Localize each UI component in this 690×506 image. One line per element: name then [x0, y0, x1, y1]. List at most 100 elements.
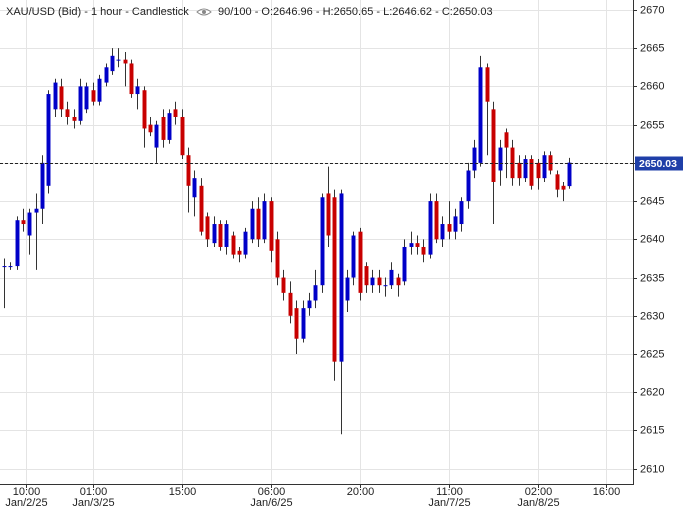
candle-body — [345, 277, 350, 301]
candle-body — [212, 224, 217, 244]
x-tick-label: 10:00 — [13, 486, 41, 498]
x-date-label: Jan/7/25 — [428, 497, 470, 506]
candle-body — [339, 193, 344, 362]
candle-body — [421, 246, 426, 255]
candle-body — [180, 116, 185, 156]
x-tick-label: 20:00 — [347, 486, 375, 498]
candle-body — [186, 155, 191, 186]
candle-body — [173, 109, 178, 117]
candle-body — [301, 308, 306, 339]
candles — [2, 48, 572, 435]
candle-body — [269, 201, 274, 251]
last-price-label: 2650.03 — [639, 158, 677, 170]
y-tick-label: 2670 — [640, 4, 664, 16]
x-date-label: Jan/2/25 — [5, 497, 47, 506]
candle-body — [8, 266, 13, 268]
candle-body — [15, 220, 20, 267]
candle-body — [307, 300, 312, 309]
y-tick-label: 2645 — [640, 195, 664, 207]
candle-body — [148, 124, 153, 133]
candle-body — [529, 159, 534, 186]
x-tick-label: 11:00 — [436, 486, 463, 498]
y-tick-label: 2610 — [640, 463, 664, 475]
candle-body — [116, 59, 121, 61]
candle-body — [91, 90, 96, 102]
x-tick-label: 01:00 — [80, 486, 108, 498]
candle-body — [275, 239, 280, 278]
candle-body — [294, 308, 299, 339]
y-tick-label: 2615 — [640, 424, 664, 436]
y-tick-label: 2655 — [640, 119, 664, 131]
candle-body — [358, 231, 363, 293]
candle-body — [510, 147, 515, 179]
candle-body — [428, 201, 433, 255]
candle-body — [377, 277, 382, 286]
candle-body — [237, 250, 242, 255]
candle-body — [142, 90, 147, 129]
x-date-label: Jan/8/25 — [517, 497, 559, 506]
candle-body — [2, 266, 7, 268]
candle-body — [453, 216, 458, 232]
candle-body — [364, 266, 369, 286]
x-tick-label: 02:00 — [525, 486, 553, 498]
candle-body — [243, 231, 248, 255]
candle-body — [27, 212, 32, 236]
candle-body — [485, 67, 490, 102]
candle-body — [548, 155, 553, 171]
candle-body — [46, 94, 51, 186]
x-tick-label: 06:00 — [258, 486, 286, 498]
candle-body — [250, 208, 255, 240]
candle-body — [135, 86, 140, 95]
candle-body — [21, 220, 26, 225]
candle-body — [447, 224, 452, 232]
candle-body — [59, 86, 64, 110]
candle-body — [34, 208, 39, 213]
candle-body — [205, 216, 210, 240]
candle-body — [402, 246, 407, 282]
candle-body — [517, 162, 522, 179]
candle-body — [434, 201, 439, 240]
candle-body — [262, 201, 267, 240]
y-tick-label: 2620 — [640, 386, 664, 398]
candle-body — [161, 116, 166, 140]
candle-body — [498, 147, 503, 171]
candle-body — [320, 197, 325, 286]
candle-body — [536, 162, 541, 179]
candle-body — [396, 277, 401, 286]
last-price-box — [635, 156, 683, 171]
candle-body — [123, 59, 128, 64]
candle-body — [313, 285, 318, 301]
x-date-label: Jan/6/25 — [250, 497, 292, 506]
y-tick-label: 2635 — [640, 272, 664, 284]
candle-body — [154, 124, 159, 148]
y-tick-label: 2640 — [640, 233, 664, 245]
candle-body — [231, 235, 236, 255]
candle-body — [383, 285, 388, 287]
chart-subtitle: 90/100 - O:2646.96 - H:2650.65 - L:2646.… — [218, 6, 493, 18]
candle-body — [466, 170, 471, 202]
x-tick-label: 16:00 — [593, 486, 621, 498]
candle-body — [332, 197, 337, 362]
candle-body — [409, 243, 414, 247]
candle-body — [567, 162, 572, 187]
candle-body — [78, 86, 83, 121]
candle-body — [326, 193, 331, 236]
y-tick-label: 2630 — [640, 310, 664, 322]
eye-icon[interactable] — [196, 8, 212, 16]
candle-body — [53, 82, 58, 110]
candle-body — [281, 277, 286, 293]
x-date-label: Jan/3/25 — [72, 497, 114, 506]
y-tick-label: 2625 — [640, 348, 664, 360]
candle-body — [218, 224, 223, 247]
candle-body — [192, 178, 197, 198]
candle-body — [129, 63, 134, 95]
candle-body — [224, 224, 229, 247]
candle-body — [84, 86, 89, 110]
candle-body — [256, 208, 261, 240]
x-tick-label: 15:00 — [169, 486, 197, 498]
candle-body — [72, 116, 77, 121]
candle-body — [504, 132, 509, 148]
candle-body — [65, 109, 70, 117]
y-tick-label: 2665 — [640, 42, 664, 54]
